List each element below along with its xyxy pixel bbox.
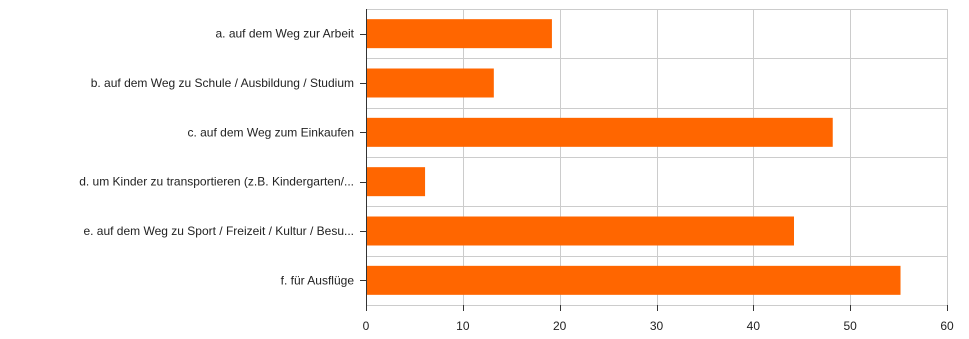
x-tick-label: 50 bbox=[843, 319, 857, 333]
x-tick-label: 0 bbox=[363, 319, 370, 333]
bar-c bbox=[366, 117, 833, 147]
category-label: e. auf dem Weg zu Sport / Freizeit / Kul… bbox=[83, 224, 354, 238]
x-tick-label: 20 bbox=[553, 319, 567, 333]
x-tick-label: 40 bbox=[747, 319, 761, 333]
x-tick-label: 60 bbox=[940, 319, 954, 333]
category-labels: a. auf dem Weg zur Arbeit b. auf dem Weg … bbox=[79, 27, 354, 288]
x-tick-labels: 0 10 20 30 40 50 60 bbox=[363, 319, 954, 333]
category-label: a. auf dem Weg zur Arbeit bbox=[215, 27, 354, 41]
bar-e bbox=[366, 216, 795, 246]
category-label: b. auf dem Weg zu Schule / Ausbildung / … bbox=[91, 76, 354, 90]
bar-d bbox=[366, 167, 426, 197]
bar-a bbox=[366, 19, 552, 49]
bars-group bbox=[366, 19, 901, 295]
grid-lines bbox=[366, 9, 948, 306]
bar-f bbox=[366, 265, 901, 295]
category-label: f. für Ausflüge bbox=[281, 273, 355, 287]
category-label: d. um Kinder zu transportieren (z.B. Kin… bbox=[79, 175, 354, 189]
category-label: c. auf dem Weg zum Einkaufen bbox=[187, 125, 354, 139]
x-tick-label: 30 bbox=[650, 319, 664, 333]
axes-group bbox=[360, 9, 948, 311]
bar-b bbox=[366, 68, 494, 98]
x-tick-label: 10 bbox=[456, 319, 470, 333]
